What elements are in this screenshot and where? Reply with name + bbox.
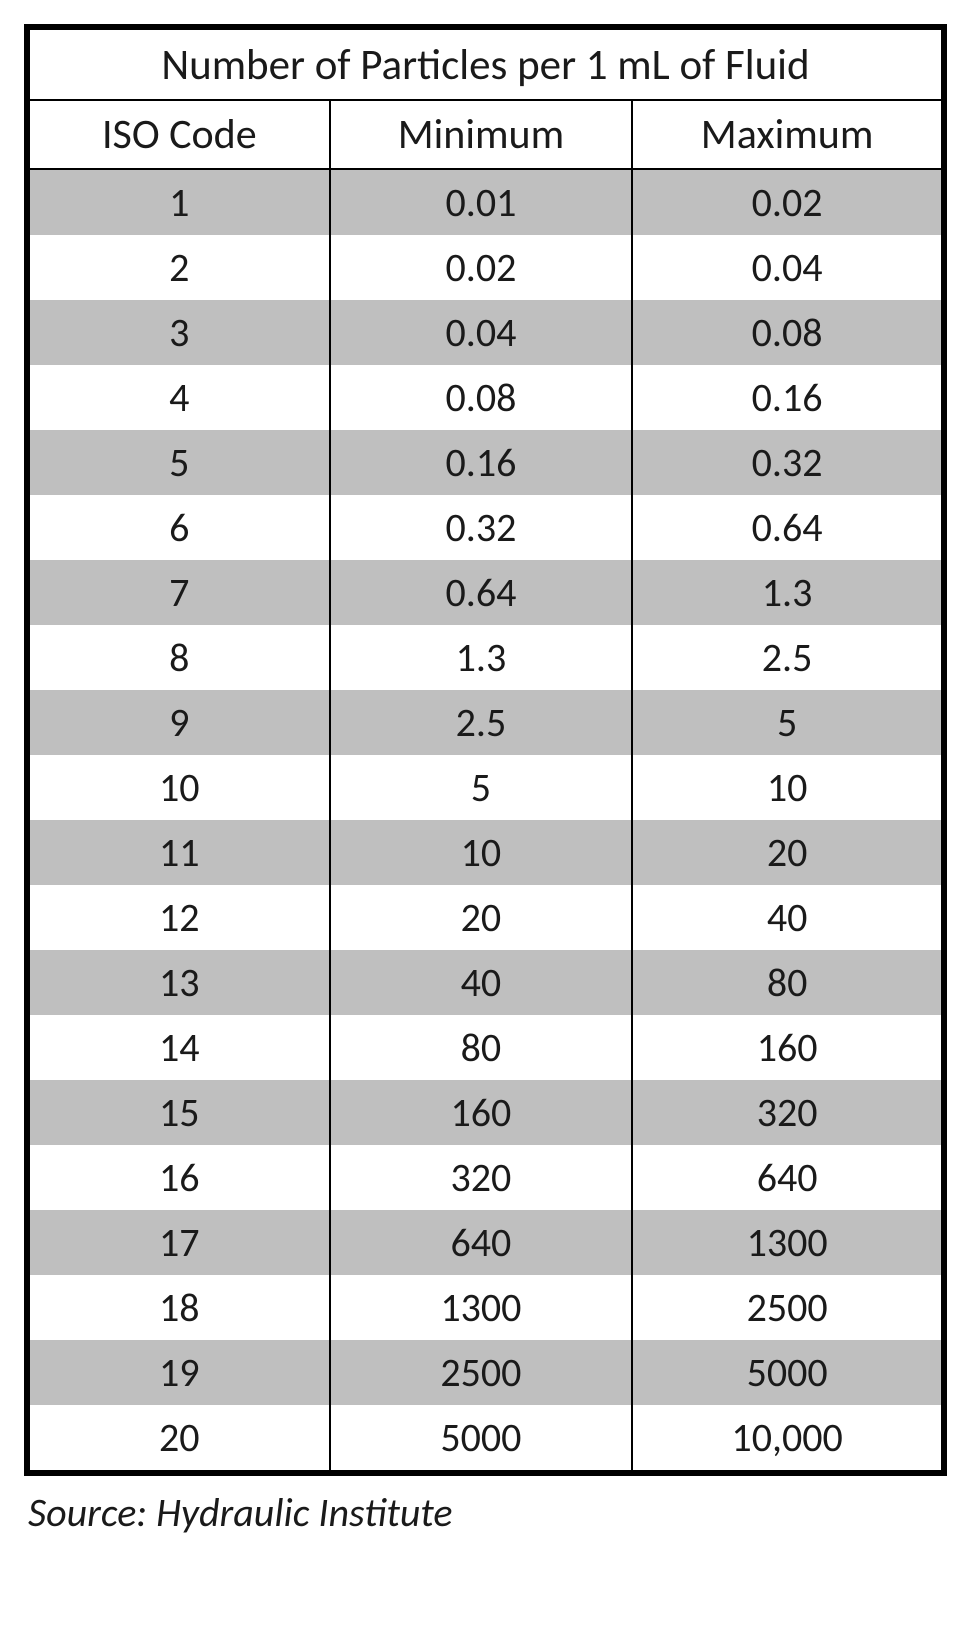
cell-min: 1.3	[330, 625, 633, 690]
cell-max: 40	[632, 885, 944, 950]
cell-min: 0.32	[330, 495, 633, 560]
cell-min: 1300	[330, 1275, 633, 1340]
table-row: 134080	[27, 950, 944, 1015]
cell-iso: 1	[27, 169, 330, 235]
cell-iso: 18	[27, 1275, 330, 1340]
cell-max: 0.08	[632, 300, 944, 365]
table-row: 40.080.16	[27, 365, 944, 430]
cell-max: 5000	[632, 1340, 944, 1405]
cell-iso: 15	[27, 1080, 330, 1145]
cell-iso: 16	[27, 1145, 330, 1210]
table-row: 50.160.32	[27, 430, 944, 495]
cell-iso: 6	[27, 495, 330, 560]
cell-min: 2.5	[330, 690, 633, 755]
table-row: 176401300	[27, 1210, 944, 1275]
table-row: 1813002500	[27, 1275, 944, 1340]
cell-max: 80	[632, 950, 944, 1015]
table-row: 1925005000	[27, 1340, 944, 1405]
table-row: 16320640	[27, 1145, 944, 1210]
cell-min: 0.04	[330, 300, 633, 365]
cell-min: 640	[330, 1210, 633, 1275]
table-row: 92.55	[27, 690, 944, 755]
cell-iso: 10	[27, 755, 330, 820]
cell-iso: 17	[27, 1210, 330, 1275]
cell-iso: 5	[27, 430, 330, 495]
table-header-row: ISO Code Minimum Maximum	[27, 100, 944, 169]
table-row: 30.040.08	[27, 300, 944, 365]
particles-table-container: Number of Particles per 1 mL of Fluid IS…	[24, 24, 947, 1537]
cell-iso: 3	[27, 300, 330, 365]
cell-max: 0.02	[632, 169, 944, 235]
cell-iso: 19	[27, 1340, 330, 1405]
cell-iso: 4	[27, 365, 330, 430]
table-row: 15160320	[27, 1080, 944, 1145]
cell-min: 80	[330, 1015, 633, 1080]
cell-min: 0.64	[330, 560, 633, 625]
cell-max: 0.16	[632, 365, 944, 430]
cell-min: 2500	[330, 1340, 633, 1405]
cell-iso: 11	[27, 820, 330, 885]
table-row: 70.641.3	[27, 560, 944, 625]
table-row: 81.32.5	[27, 625, 944, 690]
table-row: 20500010,000	[27, 1405, 944, 1473]
cell-min: 0.16	[330, 430, 633, 495]
cell-iso: 7	[27, 560, 330, 625]
cell-iso: 12	[27, 885, 330, 950]
cell-max: 1.3	[632, 560, 944, 625]
table-title: Number of Particles per 1 mL of Fluid	[27, 27, 944, 100]
table-row: 60.320.64	[27, 495, 944, 560]
col-header-max: Maximum	[632, 100, 944, 169]
table-body: 10.010.02 20.020.04 30.040.08 40.080.16 …	[27, 169, 944, 1473]
cell-max: 5	[632, 690, 944, 755]
cell-max: 320	[632, 1080, 944, 1145]
cell-iso: 8	[27, 625, 330, 690]
particles-table: Number of Particles per 1 mL of Fluid IS…	[24, 24, 947, 1476]
table-row: 122040	[27, 885, 944, 950]
cell-iso: 2	[27, 235, 330, 300]
cell-max: 0.64	[632, 495, 944, 560]
cell-max: 0.04	[632, 235, 944, 300]
cell-min: 10	[330, 820, 633, 885]
cell-max: 10,000	[632, 1405, 944, 1473]
cell-max: 20	[632, 820, 944, 885]
cell-min: 5	[330, 755, 633, 820]
cell-iso: 13	[27, 950, 330, 1015]
col-header-min: Minimum	[330, 100, 633, 169]
cell-max: 10	[632, 755, 944, 820]
table-row: 10.010.02	[27, 169, 944, 235]
cell-iso: 14	[27, 1015, 330, 1080]
col-header-iso: ISO Code	[27, 100, 330, 169]
cell-min: 0.01	[330, 169, 633, 235]
table-row: 10510	[27, 755, 944, 820]
cell-min: 40	[330, 950, 633, 1015]
cell-min: 160	[330, 1080, 633, 1145]
cell-max: 0.32	[632, 430, 944, 495]
cell-max: 1300	[632, 1210, 944, 1275]
cell-min: 320	[330, 1145, 633, 1210]
cell-iso: 9	[27, 690, 330, 755]
cell-min: 0.02	[330, 235, 633, 300]
table-row: 111020	[27, 820, 944, 885]
cell-max: 2500	[632, 1275, 944, 1340]
cell-max: 640	[632, 1145, 944, 1210]
cell-min: 5000	[330, 1405, 633, 1473]
source-line: Source: Hydraulic Institute	[24, 1476, 947, 1537]
table-row: 20.020.04	[27, 235, 944, 300]
cell-min: 0.08	[330, 365, 633, 430]
table-row: 1480160	[27, 1015, 944, 1080]
cell-iso: 20	[27, 1405, 330, 1473]
cell-max: 160	[632, 1015, 944, 1080]
cell-max: 2.5	[632, 625, 944, 690]
table-title-row: Number of Particles per 1 mL of Fluid	[27, 27, 944, 100]
cell-min: 20	[330, 885, 633, 950]
